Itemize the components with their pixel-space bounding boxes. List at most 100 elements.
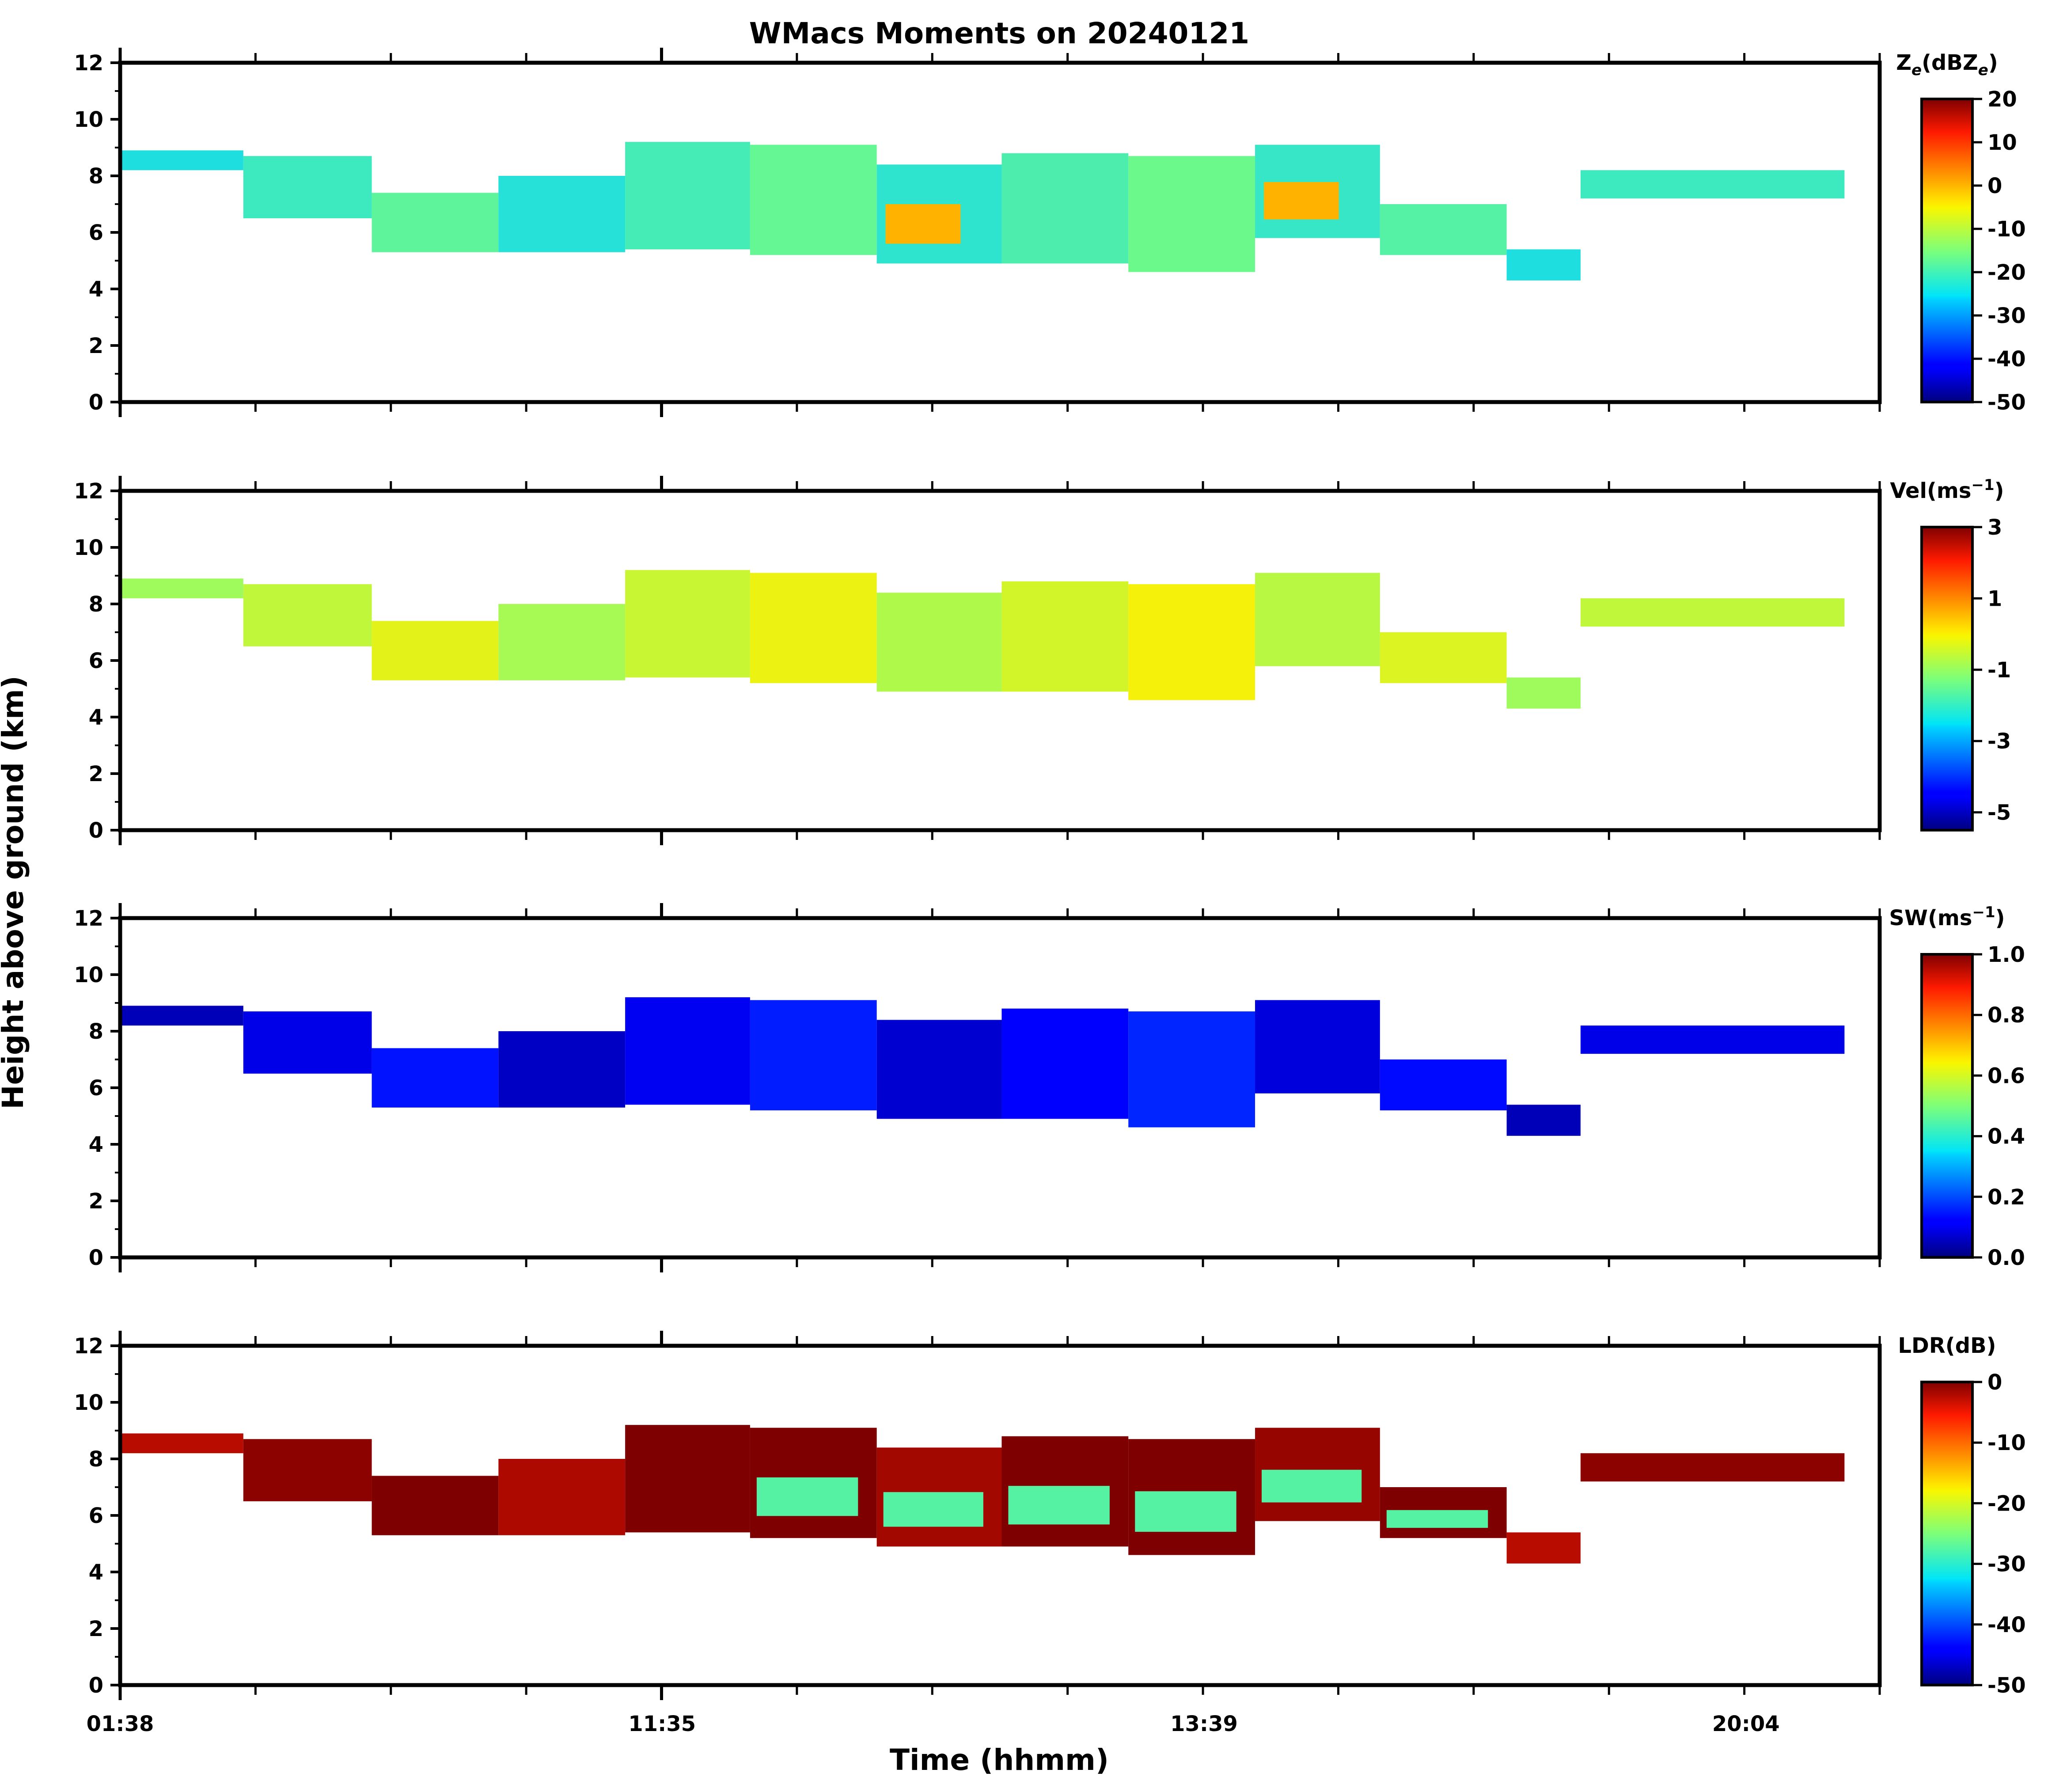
- colorbar-label-unit: (dBZ: [1922, 50, 1978, 75]
- y-tick-label: 12: [74, 906, 103, 931]
- y-tick-label: 12: [74, 479, 103, 504]
- y-tick-label: 10: [74, 1390, 103, 1415]
- x-tick-label: 13:39: [1170, 1712, 1238, 1736]
- cloud-layer-spectrum-width: [120, 997, 1845, 1136]
- y-tick-label: 2: [89, 1617, 103, 1641]
- data-segment-core: [885, 204, 961, 244]
- colorbar-velocity: [1920, 526, 1974, 831]
- data-segment: [243, 156, 372, 218]
- colorbar-tick-label: 0.8: [1987, 1003, 2025, 1028]
- data-segment: [750, 573, 877, 683]
- colorbar-tick-label: -1: [1987, 658, 2011, 683]
- data-segment: [625, 570, 750, 678]
- data-segment: [876, 592, 1002, 692]
- data-segment: [1380, 1059, 1507, 1111]
- colorbar-ldr: [1920, 1381, 1974, 1686]
- data-segment-melting: [1386, 1510, 1488, 1528]
- cloud-layer-ldr: [120, 1425, 1845, 1564]
- panels-group: 02468101220100-10-20-30-40-50Ze(dBZe)024…: [74, 48, 2026, 1736]
- data-segment: [1128, 156, 1255, 272]
- data-segment: [120, 150, 243, 171]
- y-tick-label: 6: [89, 1503, 103, 1528]
- y-axis-label: Height above ground (km): [0, 676, 30, 1109]
- y-tick-label: 0: [89, 818, 103, 843]
- colorbar-tick-label: 3: [1987, 515, 2002, 540]
- colorbar-label-unit-sub: e: [1978, 61, 1988, 79]
- colorbar-label-sub: e: [1911, 61, 1922, 79]
- data-segment: [1001, 153, 1129, 264]
- colorbar-label-unit: (ms: [1928, 906, 1972, 930]
- colorbar-tick-label: -20: [1987, 260, 2026, 285]
- colorbar-tick-label: 1: [1987, 586, 2002, 611]
- data-segment: [1001, 1008, 1129, 1119]
- y-tick-label: 12: [74, 51, 103, 76]
- colorbar-tick-label: 10: [1987, 130, 2017, 155]
- colorbar-label-velocity: Vel(ms−1): [1890, 476, 2004, 503]
- data-segment: [372, 621, 499, 680]
- y-tick-label: 12: [74, 1334, 103, 1359]
- colorbar-reflectivity: [1920, 98, 1974, 403]
- data-segment: [625, 142, 750, 250]
- data-segment: [625, 1425, 750, 1533]
- y-tick-label: 6: [89, 649, 103, 673]
- data-segment: [372, 1048, 499, 1108]
- x-tick-label: 20:04: [1712, 1712, 1780, 1736]
- colorbar-label-unit: (ms: [1927, 478, 1972, 503]
- x-tick-label: 11:35: [628, 1712, 696, 1736]
- y-tick-label: 0: [89, 1245, 103, 1270]
- colorbar-tick-label: 0.4: [1987, 1124, 2025, 1149]
- colorbar-label-close: ): [1995, 906, 2005, 930]
- y-tick-label: 2: [89, 762, 103, 786]
- y-tick-label: 8: [89, 592, 103, 617]
- data-segment: [1506, 1105, 1581, 1136]
- colorbar-label-spectrum-width: SW(ms−1): [1889, 904, 2005, 930]
- colorbar-tick-label: -10: [1987, 217, 2026, 242]
- data-segment: [876, 1020, 1002, 1119]
- panel-spectrum-width: 0 2 4 6 8 10 12 1.0 0.8 0.6 0.4 0.2 0.0 SW(ms−1): [74, 903, 2025, 1272]
- colorbar-tick-label: 1.0: [1987, 942, 2025, 967]
- data-segment: [750, 144, 877, 255]
- colorbar-label-unit-sup: −1: [1972, 904, 1995, 921]
- data-segment: [1506, 249, 1581, 281]
- y-tick-label: 10: [74, 963, 103, 987]
- colorbar-label-main: Vel: [1890, 478, 1927, 503]
- data-segment: [1380, 632, 1507, 683]
- y-tick-label: 0: [89, 390, 103, 415]
- y-tick-label: 8: [89, 164, 103, 189]
- data-segment: [1255, 573, 1380, 666]
- data-segment: [498, 604, 626, 680]
- x-axis-label: Time (hhmm): [890, 1743, 1109, 1777]
- data-segment: [1128, 584, 1255, 700]
- data-segment: [372, 193, 499, 252]
- data-segment: [1580, 1453, 1845, 1482]
- colorbar-tick-label: 0.6: [1987, 1063, 2025, 1088]
- y-tick-label: 0: [89, 1673, 103, 1698]
- colorbar-tick-label: 20: [1987, 87, 2017, 112]
- panel-reflectivity: 0 2 4 6 8 10 12 20 10 0 -10 -20 -30 -40 -50 Ze(dBZe): [74, 48, 2026, 417]
- colorbar-label-main: Z: [1896, 50, 1911, 75]
- y-tick-label: 4: [89, 705, 103, 730]
- data-segment: [1255, 1000, 1380, 1093]
- colorbar-label-close: ): [1995, 478, 2004, 503]
- cloud-layer-velocity: [120, 570, 1845, 709]
- panel-velocity: 0 2 4 6 8 10 12 3 1 -1 -3 -5 Vel(ms−1): [74, 476, 2011, 845]
- y-tick-label: 4: [89, 1132, 103, 1157]
- data-segment: [372, 1476, 499, 1535]
- colorbar-label-unit-sup: −1: [1971, 476, 1994, 494]
- colorbar-tick-label: -3: [1987, 729, 2011, 754]
- data-segment: [1580, 598, 1845, 627]
- colorbar-tick-label: -10: [1987, 1431, 2026, 1455]
- figure-title: WMacs Moments on 20240121: [749, 16, 1249, 50]
- data-segment: [498, 1459, 626, 1535]
- y-tick-label: 2: [89, 1189, 103, 1214]
- data-segment: [1001, 581, 1129, 692]
- data-segment: [1506, 1532, 1581, 1564]
- colorbar-tick-label: -20: [1987, 1491, 2026, 1516]
- data-segment-melting: [1262, 1469, 1362, 1503]
- data-segment: [243, 584, 372, 646]
- y-tick-label: 4: [89, 277, 103, 302]
- colorbar-tick-label: -30: [1987, 304, 2026, 328]
- data-segment-melting: [1135, 1491, 1236, 1532]
- data-segment: [243, 1439, 372, 1501]
